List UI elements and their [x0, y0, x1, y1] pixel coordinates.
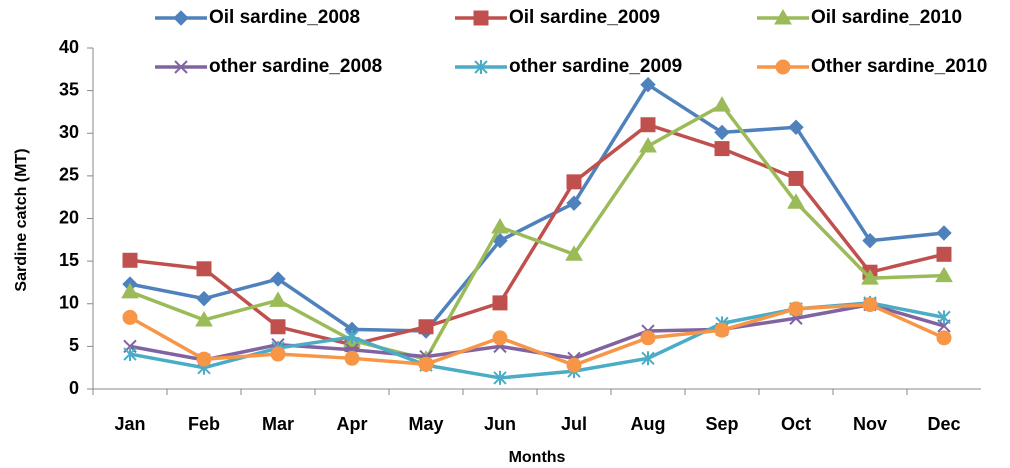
- data-point: [713, 96, 731, 112]
- x-tick-label: Mar: [262, 414, 294, 434]
- y-tick-label: 25: [59, 165, 79, 185]
- data-point: [714, 124, 730, 141]
- data-point: [862, 297, 878, 313]
- series-line: [129, 302, 945, 367]
- data-point: [937, 310, 951, 325]
- x-tick-label: Oct: [781, 414, 811, 434]
- data-point: [418, 356, 434, 372]
- data-point: [196, 261, 212, 277]
- data-point: [269, 291, 287, 307]
- data-point: [566, 174, 582, 190]
- y-tick-label: 30: [59, 122, 79, 142]
- data-point: [862, 232, 878, 249]
- data-point: [196, 351, 212, 367]
- y-tick-label: 15: [59, 250, 79, 270]
- data-point: [566, 357, 582, 373]
- data-point: [936, 246, 952, 262]
- data-point: [788, 170, 804, 186]
- legend-marker: [774, 8, 792, 25]
- x-tick-label: Aug: [631, 414, 666, 434]
- data-point: [640, 117, 656, 133]
- data-point: [788, 119, 804, 135]
- x-tick-label: Jul: [561, 414, 587, 434]
- series-line: [129, 82, 945, 333]
- y-axis-label: Sardine catch (MT): [13, 148, 30, 291]
- data-point: [935, 266, 953, 283]
- x-tick-label: Feb: [188, 414, 220, 434]
- data-point: [788, 301, 804, 317]
- data-point: [640, 330, 656, 346]
- x-axis-label: Months: [509, 449, 566, 466]
- series-line: [129, 102, 945, 362]
- x-tick-label: Jan: [114, 414, 145, 434]
- data-point: [344, 350, 360, 366]
- data-point: [861, 269, 879, 285]
- y-tick-label: 35: [59, 79, 79, 99]
- y-tick-label: 40: [59, 37, 79, 57]
- data-point: [493, 370, 507, 385]
- data-point: [566, 195, 582, 211]
- legend-label: other sardine_2008: [209, 56, 382, 77]
- data-point: [122, 252, 138, 268]
- data-point: [640, 76, 656, 93]
- legend-marker: [173, 10, 189, 26]
- data-point: [492, 295, 508, 311]
- x-tick-label: Sep: [705, 414, 738, 434]
- legend-marker: [473, 10, 489, 26]
- y-tick-label: 5: [69, 335, 79, 355]
- x-tick-label: Jun: [484, 414, 516, 434]
- data-point: [787, 193, 805, 209]
- legend-marker: [474, 60, 488, 74]
- data-point: [936, 225, 952, 241]
- legend-label: Oil sardine_2009: [509, 7, 660, 28]
- data-point: [270, 346, 286, 362]
- y-tick-label: 0: [69, 378, 79, 398]
- data-point: [270, 271, 286, 287]
- x-tick-label: May: [408, 414, 443, 434]
- y-tick-label: 10: [59, 293, 79, 313]
- data-point: [714, 141, 730, 157]
- data-point: [270, 319, 286, 335]
- data-point: [122, 309, 138, 325]
- series-line: [129, 122, 945, 347]
- data-point: [345, 329, 359, 344]
- legend-label: Oil sardine_2008: [209, 7, 360, 28]
- data-point: [641, 351, 655, 366]
- data-point: [491, 218, 509, 234]
- data-point: [639, 137, 657, 153]
- y-tick-label: 20: [59, 207, 79, 227]
- data-point: [195, 310, 213, 327]
- legend-marker: [775, 59, 791, 75]
- x-tick-label: Nov: [853, 414, 887, 434]
- legend-marker: [174, 60, 188, 74]
- x-tick-label: Apr: [337, 414, 368, 434]
- legend-label: Oil sardine_2010: [811, 7, 962, 28]
- x-tick-label: Dec: [927, 414, 960, 434]
- data-point: [123, 347, 137, 362]
- data-point: [418, 319, 434, 335]
- data-point: [121, 282, 139, 299]
- data-point: [714, 322, 730, 338]
- legend-label: other sardine_2009: [509, 56, 682, 77]
- data-point: [196, 290, 212, 307]
- legend-label: Other sardine_2010: [811, 56, 987, 77]
- data-point: [565, 245, 583, 261]
- data-point: [492, 330, 508, 346]
- data-point: [936, 330, 952, 346]
